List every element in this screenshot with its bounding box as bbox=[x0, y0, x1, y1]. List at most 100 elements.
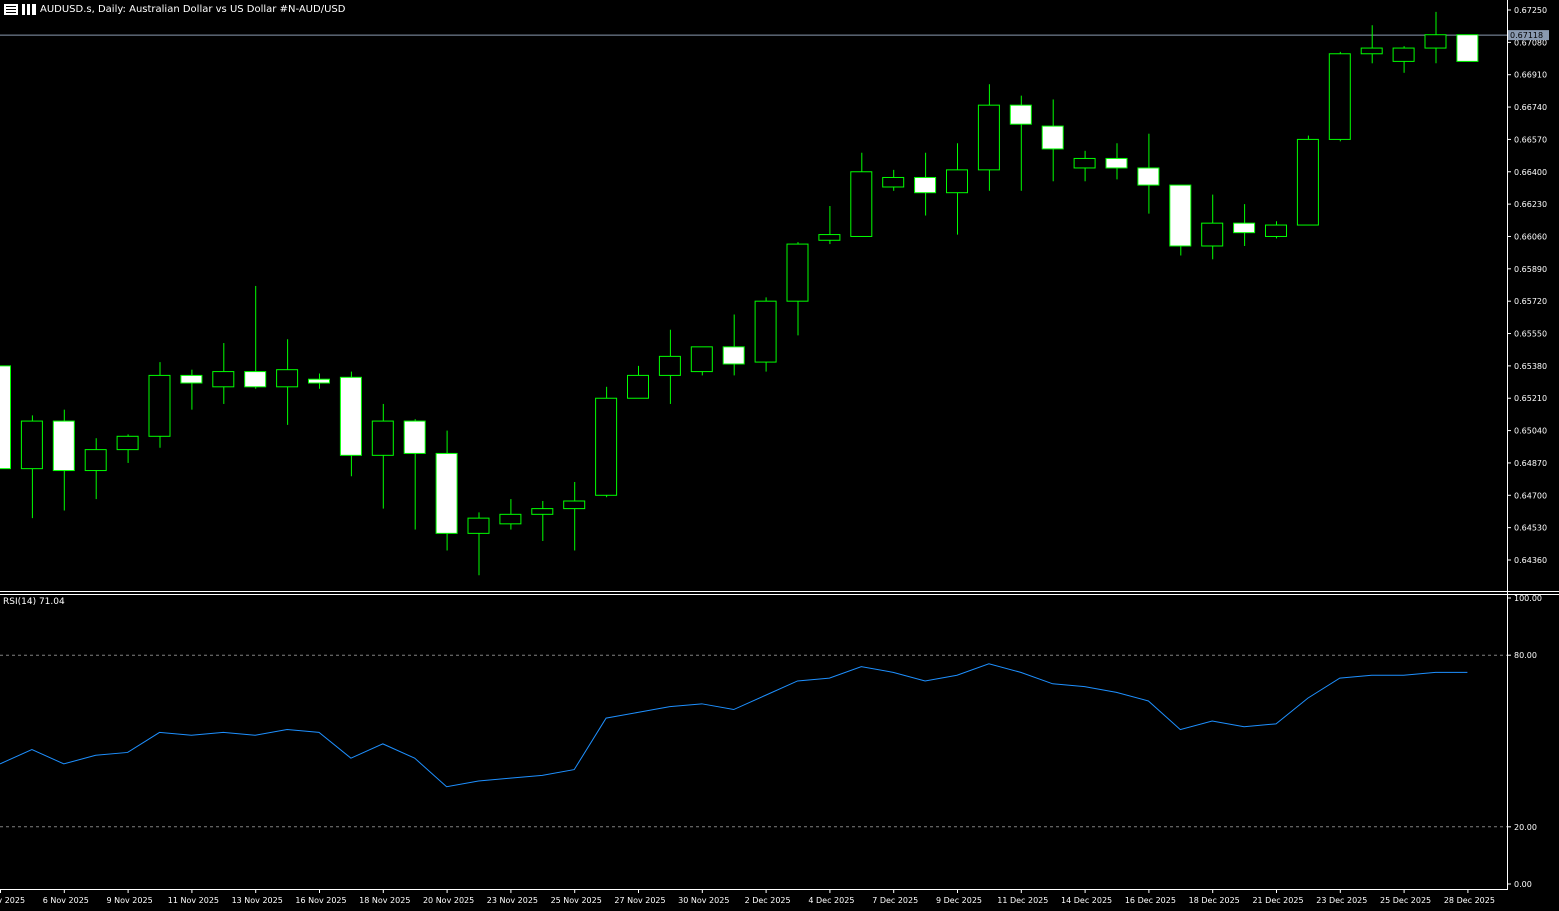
bull-candle bbox=[1201, 194, 1224, 260]
price-tick-label: 0.66060 bbox=[1514, 232, 1547, 241]
date-label: 18 Dec 2025 bbox=[1189, 896, 1240, 905]
bull-candle bbox=[658, 329, 681, 404]
price-tick-label: 0.65380 bbox=[1514, 362, 1547, 371]
rsi-pane bbox=[0, 654, 1507, 828]
candle-body bbox=[435, 452, 458, 534]
rsi-tick-label: 0.00 bbox=[1514, 880, 1532, 889]
price-tick-label: 0.66230 bbox=[1514, 200, 1547, 209]
bear-candle bbox=[1041, 99, 1064, 182]
date-label: 13 Nov 2025 bbox=[232, 896, 283, 905]
candle-body bbox=[1424, 34, 1447, 49]
candle-body bbox=[84, 449, 107, 472]
candle-body bbox=[1105, 157, 1128, 169]
candle-body bbox=[1360, 47, 1383, 55]
bear-candle bbox=[403, 419, 426, 530]
candle-body bbox=[1009, 104, 1032, 125]
price-tick-label: 0.65210 bbox=[1514, 394, 1547, 403]
bull-candle bbox=[1392, 46, 1415, 73]
bear-candle bbox=[1105, 143, 1128, 180]
bull-candle bbox=[818, 206, 841, 245]
chart-menu-icon[interactable] bbox=[4, 3, 18, 15]
candle-body bbox=[308, 378, 330, 384]
date-label: 4 Nov 2025 bbox=[0, 896, 25, 905]
bull-candle bbox=[531, 501, 554, 541]
price-tick-label: 0.67250 bbox=[1514, 6, 1547, 15]
candle-body bbox=[1041, 125, 1064, 150]
date-label: 25 Dec 2025 bbox=[1380, 896, 1431, 905]
candle-body bbox=[722, 346, 745, 365]
rsi-tick-label: 100.00 bbox=[1514, 594, 1542, 603]
price-tick-label: 0.65040 bbox=[1514, 427, 1547, 436]
bear-candle bbox=[308, 373, 330, 389]
candle-body bbox=[1201, 222, 1224, 247]
rsi-line bbox=[0, 663, 1468, 788]
candle-body bbox=[467, 517, 490, 534]
bear-candle bbox=[1169, 184, 1192, 256]
price-tick-label: 0.64870 bbox=[1514, 459, 1547, 468]
bear-candle bbox=[1137, 133, 1160, 214]
bear-candle bbox=[914, 152, 937, 216]
date-label: 11 Nov 2025 bbox=[168, 896, 219, 905]
candle-body bbox=[20, 420, 43, 470]
candle-body bbox=[52, 420, 75, 472]
candle-body bbox=[595, 397, 618, 496]
bull-candle bbox=[276, 339, 299, 425]
bar-chart-icon[interactable] bbox=[22, 3, 36, 15]
date-label: 23 Dec 2025 bbox=[1316, 896, 1367, 905]
bull-candle bbox=[946, 143, 968, 235]
date-label: 20 Nov 2025 bbox=[423, 896, 474, 905]
bull-candle bbox=[467, 512, 490, 576]
candle-body bbox=[658, 355, 681, 376]
bear-candle bbox=[435, 430, 458, 551]
candle-body bbox=[499, 513, 522, 525]
candle-body bbox=[690, 346, 713, 373]
price-tick-label: 0.64530 bbox=[1514, 524, 1547, 533]
price-tick-label: 0.64700 bbox=[1514, 491, 1547, 500]
price-tick-label: 0.65720 bbox=[1514, 297, 1547, 306]
candle-body bbox=[563, 500, 586, 510]
price-tick-label: 0.65550 bbox=[1514, 330, 1547, 339]
bear-candle bbox=[0, 365, 11, 470]
candle-body bbox=[627, 374, 649, 399]
price-tick-label: 0.66910 bbox=[1514, 71, 1547, 80]
date-label: 9 Nov 2025 bbox=[107, 896, 153, 905]
current-price-tag bbox=[1508, 30, 1549, 41]
bull-candle bbox=[1073, 150, 1096, 182]
date-label: 21 Dec 2025 bbox=[1252, 896, 1303, 905]
date-label: 9 Dec 2025 bbox=[936, 896, 982, 905]
bull-candle bbox=[1328, 51, 1351, 142]
bear-candle bbox=[52, 409, 75, 511]
bear-candle bbox=[339, 371, 362, 477]
candle-body bbox=[1456, 34, 1479, 62]
date-label: 16 Dec 2025 bbox=[1125, 896, 1176, 905]
bull-candle bbox=[627, 365, 649, 399]
candle-body bbox=[946, 169, 968, 194]
bull-candle bbox=[1296, 135, 1319, 226]
candle-body bbox=[180, 374, 203, 384]
date-label: 2 Dec 2025 bbox=[745, 896, 791, 905]
bull-candle bbox=[148, 362, 171, 448]
bear-candle bbox=[244, 285, 267, 389]
bull-candle bbox=[977, 84, 1000, 191]
candle-body bbox=[1328, 53, 1351, 140]
candle-body bbox=[754, 300, 777, 363]
date-label: 11 Dec 2025 bbox=[997, 896, 1048, 905]
bear-candle bbox=[180, 369, 203, 410]
bull-candle bbox=[786, 242, 809, 336]
bull-candle bbox=[20, 415, 43, 519]
bull-candle bbox=[499, 499, 522, 530]
bull-candle bbox=[1360, 25, 1383, 64]
bear-candle bbox=[1456, 34, 1479, 62]
candle-body bbox=[0, 365, 11, 470]
candle-body bbox=[244, 371, 267, 388]
candle-body bbox=[148, 374, 171, 437]
bear-candle bbox=[722, 314, 745, 376]
candle-body bbox=[531, 508, 554, 515]
bull-candle bbox=[1424, 11, 1447, 64]
bull-candle bbox=[116, 434, 139, 463]
date-label: 30 Nov 2025 bbox=[678, 896, 729, 905]
bear-candle bbox=[1009, 95, 1032, 191]
bull-candle bbox=[690, 346, 713, 376]
